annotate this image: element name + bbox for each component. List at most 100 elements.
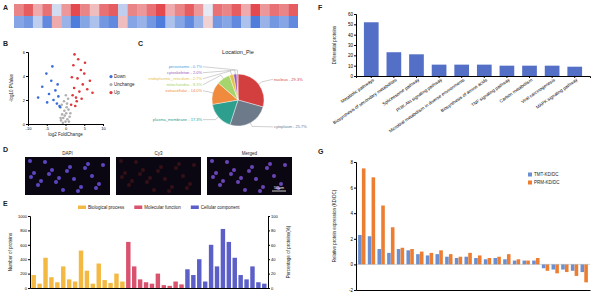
tick-mark xyxy=(28,288,30,289)
tick-label: -5 xyxy=(45,126,49,131)
tick-label: 8 xyxy=(350,160,353,165)
bar xyxy=(517,259,521,264)
nucleus xyxy=(68,165,72,169)
panel-letter: G xyxy=(318,148,324,155)
nucleus xyxy=(261,185,265,189)
bar xyxy=(85,271,89,288)
point xyxy=(52,99,55,102)
bar xyxy=(67,279,71,288)
tick: 20 xyxy=(348,53,356,58)
cell xyxy=(118,4,128,16)
tick-mark xyxy=(26,100,28,101)
bar xyxy=(97,264,101,288)
bar xyxy=(372,177,376,264)
nucleus xyxy=(272,174,276,178)
bar xyxy=(156,274,160,288)
tick: 20 xyxy=(268,271,276,276)
point xyxy=(60,104,63,107)
tick: 600 xyxy=(20,243,30,248)
legend-marker xyxy=(109,83,112,86)
bar xyxy=(523,261,527,265)
tick-mark xyxy=(268,259,270,260)
nucleus xyxy=(258,189,262,193)
tick-mark xyxy=(354,45,356,46)
cell xyxy=(222,16,232,28)
tick-label: 2 xyxy=(350,237,353,242)
bar xyxy=(532,261,536,265)
bar xyxy=(459,257,463,265)
y-axis-title: Differential proteins xyxy=(332,25,337,64)
cell xyxy=(184,4,194,16)
tick-label: -2 xyxy=(349,288,353,293)
axis: -202468 xyxy=(349,160,357,293)
tick-mark xyxy=(354,14,356,15)
nucleus xyxy=(159,165,163,169)
bar xyxy=(227,242,231,288)
point xyxy=(59,106,62,109)
panel-letter: D xyxy=(3,146,8,153)
nucleus xyxy=(250,165,254,169)
bar xyxy=(493,258,497,264)
cell xyxy=(289,16,298,28)
cell xyxy=(137,4,147,16)
bar xyxy=(162,285,166,288)
nucleus xyxy=(225,160,229,164)
tick: 80 xyxy=(268,228,276,233)
cell xyxy=(147,4,157,16)
bar xyxy=(391,227,395,264)
legend-swatch xyxy=(528,181,532,185)
point xyxy=(67,98,70,101)
nucleus xyxy=(145,180,149,184)
tick-mark xyxy=(268,288,270,289)
nucleus xyxy=(29,175,33,179)
cell xyxy=(118,16,128,28)
tick-label: 200 xyxy=(20,271,27,276)
panel-letter: A xyxy=(3,4,8,11)
nucleus xyxy=(283,163,287,167)
axis-line xyxy=(354,163,357,291)
data-label: mitochondria - 8.3% xyxy=(166,82,202,87)
tick-label: TNF signaling pathway xyxy=(470,77,511,108)
bar xyxy=(215,266,219,288)
axis: 0246 xyxy=(23,50,29,127)
bars xyxy=(31,229,266,288)
point xyxy=(46,101,49,104)
tick: 5 xyxy=(84,124,87,131)
cell xyxy=(61,16,71,28)
nucleus xyxy=(254,177,258,181)
data-label: peroxisome - 0.7% xyxy=(169,64,203,69)
cell xyxy=(137,16,147,28)
tick-mark xyxy=(268,230,270,231)
image-background xyxy=(25,157,110,195)
point xyxy=(83,72,86,75)
tick: 200 xyxy=(20,271,30,276)
axis: 020406080100 xyxy=(268,214,278,291)
bar xyxy=(522,66,537,76)
tick-mark xyxy=(354,24,356,25)
bar xyxy=(507,254,511,264)
cell xyxy=(203,16,213,28)
nucleus xyxy=(185,186,189,190)
nucleus xyxy=(39,179,43,183)
panel-letter: F xyxy=(318,4,323,11)
point xyxy=(65,106,68,109)
bar xyxy=(435,254,439,264)
nucleus xyxy=(57,176,61,180)
legend-label: Biological process xyxy=(88,205,125,210)
tick-mark xyxy=(268,274,270,275)
tick: -2 xyxy=(349,288,356,293)
nucleus xyxy=(76,189,80,193)
tick-label: 4 xyxy=(350,211,353,216)
tick: 2 xyxy=(350,237,356,242)
leader-line xyxy=(203,117,218,120)
legend-label: PRM-KD/DC xyxy=(534,180,560,185)
bar xyxy=(238,275,242,288)
point xyxy=(51,65,54,68)
nucleus xyxy=(28,159,32,163)
nucleus xyxy=(188,182,192,186)
nucleus xyxy=(134,160,138,164)
bar xyxy=(132,266,136,288)
point xyxy=(63,100,66,103)
tick: 100 xyxy=(268,214,278,219)
tick-mark xyxy=(354,55,356,56)
